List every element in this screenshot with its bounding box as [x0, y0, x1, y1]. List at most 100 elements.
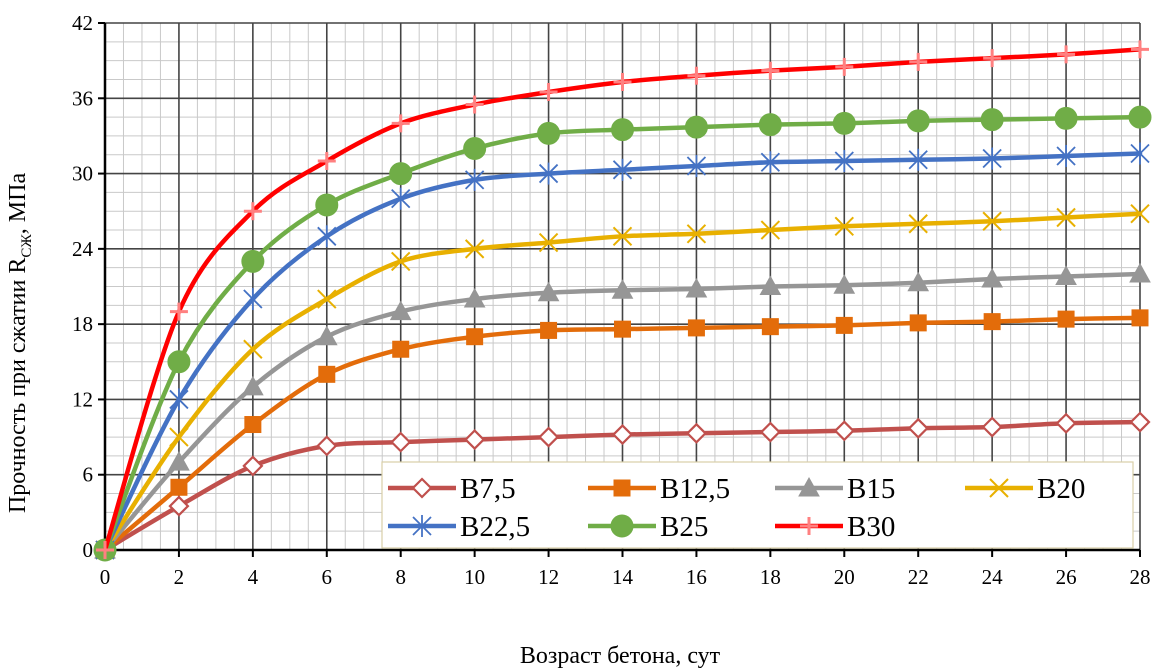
data-point — [761, 318, 779, 336]
legend-item: B22,5 — [388, 511, 530, 543]
data-point — [611, 279, 634, 299]
x-tick-label: 0 — [100, 565, 111, 589]
data-point — [612, 226, 633, 247]
data-point — [465, 168, 485, 191]
data-point — [906, 109, 930, 133]
legend-item: B12,5 — [588, 473, 730, 505]
data-point — [760, 220, 781, 240]
y-tick-label: 6 — [83, 463, 94, 487]
data-point — [611, 424, 634, 446]
data-point — [317, 152, 336, 171]
y-tick-label: 30 — [72, 162, 93, 186]
data-point — [686, 224, 707, 244]
data-point — [981, 267, 1003, 288]
data-point — [243, 202, 262, 221]
data-point — [613, 72, 632, 91]
data-point — [981, 416, 1003, 438]
data-point — [1055, 412, 1077, 434]
x-tick-label: 24 — [982, 565, 1004, 589]
data-point — [389, 162, 413, 186]
data-point — [611, 118, 634, 142]
data-point — [835, 57, 854, 76]
data-point — [909, 314, 927, 332]
data-point — [242, 455, 264, 477]
data-point — [168, 495, 190, 517]
data-point — [243, 339, 263, 359]
x-tick-label: 16 — [686, 565, 707, 589]
data-point — [761, 61, 780, 80]
legend-box — [381, 461, 1134, 549]
y-axis-label-unit: , МПа — [5, 173, 31, 235]
data-point — [1128, 105, 1152, 129]
series-B12-5 — [96, 309, 1149, 559]
data-point — [464, 429, 486, 451]
legend-label: B7,5 — [460, 473, 516, 505]
data-point — [463, 136, 487, 160]
data-point — [1056, 145, 1076, 168]
data-point — [537, 121, 561, 145]
data-point — [798, 476, 820, 497]
series-B30 — [96, 40, 1149, 559]
series-B22-5 — [95, 142, 1150, 561]
data-point — [759, 275, 782, 295]
y-tick-label: 12 — [72, 387, 93, 411]
data-point — [170, 478, 188, 496]
data-point — [610, 514, 634, 538]
x-tick-label: 10 — [464, 565, 485, 589]
data-point — [833, 274, 856, 294]
x-tick-label: 2 — [174, 565, 185, 589]
y-tick-label: 24 — [72, 237, 94, 261]
data-point — [167, 350, 191, 374]
legend-item: B15 — [775, 473, 895, 505]
data-point — [96, 541, 114, 559]
data-point — [538, 426, 560, 448]
y-axis-label-main: Прочность при сжатии R — [5, 258, 31, 513]
data-point — [908, 148, 928, 171]
x-tick-label: 20 — [834, 565, 855, 589]
x-tick-label: 18 — [760, 565, 781, 589]
data-point — [1056, 207, 1076, 228]
series-B15 — [94, 262, 1151, 559]
data-point — [391, 114, 410, 133]
data-point — [686, 155, 707, 178]
y-axis-label: Прочность при сжатии RСЖ, МПа — [5, 173, 35, 514]
data-point — [1057, 310, 1075, 328]
data-point — [832, 111, 856, 135]
data-point — [412, 515, 432, 537]
data-point — [391, 251, 411, 272]
data-point — [1130, 204, 1150, 224]
legend-item: B25 — [588, 511, 708, 543]
y-tick-label: 42 — [72, 11, 93, 35]
data-point — [318, 365, 336, 383]
data-point — [687, 319, 705, 337]
data-point — [244, 416, 262, 434]
data-point — [316, 435, 338, 457]
data-point — [759, 421, 781, 443]
data-point — [390, 431, 412, 453]
legend-label: B25 — [660, 511, 708, 543]
data-point — [983, 49, 1002, 68]
x-tick-label: 8 — [395, 565, 406, 589]
data-point — [540, 321, 558, 339]
data-point — [613, 479, 631, 497]
data-point — [1131, 309, 1149, 327]
data-point — [800, 517, 818, 535]
data-point — [1057, 45, 1076, 64]
data-point — [1130, 142, 1150, 165]
data-point — [908, 214, 928, 234]
data-point — [315, 193, 339, 217]
data-point — [758, 113, 782, 137]
x-tick-label: 4 — [248, 565, 259, 589]
data-point — [907, 271, 930, 292]
data-point — [466, 328, 484, 346]
data-point — [1055, 265, 1077, 285]
data-point — [1131, 40, 1149, 59]
data-point — [833, 420, 855, 442]
data-point — [685, 422, 707, 444]
data-point — [983, 313, 1001, 331]
data-point — [317, 289, 337, 309]
data-point — [982, 147, 1002, 170]
data-point — [1054, 106, 1078, 130]
data-point — [909, 52, 928, 71]
